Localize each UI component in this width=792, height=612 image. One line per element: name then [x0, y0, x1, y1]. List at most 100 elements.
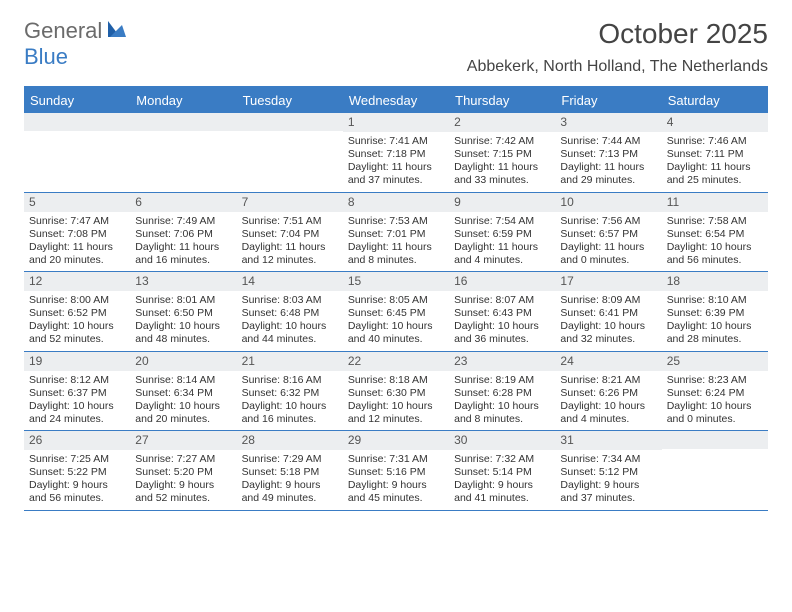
day-number: 3 — [555, 113, 661, 132]
sunrise-text: Sunrise: 8:00 AM — [29, 294, 125, 307]
day-body: Sunrise: 7:58 AMSunset: 6:54 PMDaylight:… — [662, 212, 768, 272]
day-cell: 18Sunrise: 8:10 AMSunset: 6:39 PMDayligh… — [662, 272, 768, 351]
sunset-text: Sunset: 6:50 PM — [135, 307, 231, 320]
day-body: Sunrise: 7:32 AMSunset: 5:14 PMDaylight:… — [449, 450, 555, 510]
day-cell — [237, 113, 343, 192]
sunrise-text: Sunrise: 8:21 AM — [560, 374, 656, 387]
day-body: Sunrise: 7:51 AMSunset: 7:04 PMDaylight:… — [237, 212, 343, 272]
sunset-text: Sunset: 7:06 PM — [135, 228, 231, 241]
sunset-text: Sunset: 7:08 PM — [29, 228, 125, 241]
day-number — [130, 113, 236, 131]
sunrise-text: Sunrise: 7:31 AM — [348, 453, 444, 466]
day-number: 30 — [449, 431, 555, 450]
daylight-text: Daylight: 11 hours and 8 minutes. — [348, 241, 444, 267]
day-cell: 15 Sunrise: 8:05 AMSunset: 6:45 PMDayligh… — [343, 272, 449, 351]
day-cell: 14Sunrise: 8:03 AMSunset: 6:48 PMDayligh… — [237, 272, 343, 351]
daylight-text: Daylight: 10 hours and 40 minutes. — [348, 320, 444, 346]
sunset-text: Sunset: 6:30 PM — [348, 387, 444, 400]
day-cell: 26Sunrise: 7:25 AMSunset: 5:22 PMDayligh… — [24, 431, 130, 510]
day-number: 20 — [130, 352, 236, 371]
location-subtitle: Abbekerk, North Holland, The Netherlands — [467, 58, 768, 76]
day-body: Sunrise: 8:03 AMSunset: 6:48 PMDaylight:… — [237, 291, 343, 351]
sunrise-text: Sunrise: 7:34 AM — [560, 453, 656, 466]
day-cell: 5Sunrise: 7:47 AMSunset: 7:08 PMDaylight… — [24, 193, 130, 272]
day-cell: 30Sunrise: 7:32 AMSunset: 5:14 PMDayligh… — [449, 431, 555, 510]
day-cell: 12Sunrise: 8:00 AMSunset: 6:52 PMDayligh… — [24, 272, 130, 351]
sunrise-text: Sunrise: 8:12 AM — [29, 374, 125, 387]
sunrise-text: Sunrise: 8:19 AM — [454, 374, 550, 387]
sunset-text: Sunset: 6:37 PM — [29, 387, 125, 400]
daylight-text: Daylight: 10 hours and 44 minutes. — [242, 320, 338, 346]
day-body: Sunrise: 7:25 AMSunset: 5:22 PMDaylight:… — [24, 450, 130, 510]
daylight-text: Daylight: 10 hours and 52 minutes. — [29, 320, 125, 346]
sunset-text: Sunset: 6:52 PM — [29, 307, 125, 320]
day-cell: 21Sunrise: 8:16 AMSunset: 6:32 PMDayligh… — [237, 352, 343, 431]
day-body: Sunrise: 8:19 AMSunset: 6:28 PMDaylight:… — [449, 371, 555, 431]
day-number: 19 — [24, 352, 130, 371]
day-body: Sunrise: 7:46 AMSunset: 7:11 PMDaylight:… — [662, 132, 768, 192]
day-number: 31 — [555, 431, 661, 450]
daylight-text: Daylight: 11 hours and 29 minutes. — [560, 161, 656, 187]
day-number: 21 — [237, 352, 343, 371]
day-body: Sunrise: 7:56 AMSunset: 6:57 PMDaylight:… — [555, 212, 661, 272]
day-body: Sunrise: 8:23 AMSunset: 6:24 PMDaylight:… — [662, 371, 768, 431]
sunset-text: Sunset: 7:15 PM — [454, 148, 550, 161]
sunset-text: Sunset: 6:45 PM — [348, 307, 444, 320]
sunrise-text: Sunrise: 8:01 AM — [135, 294, 231, 307]
day-cell: 11Sunrise: 7:58 AMSunset: 6:54 PMDayligh… — [662, 193, 768, 272]
day-number: 29 — [343, 431, 449, 450]
day-number: 24 — [555, 352, 661, 371]
daylight-text: Daylight: 9 hours and 41 minutes. — [454, 479, 550, 505]
sunset-text: Sunset: 7:04 PM — [242, 228, 338, 241]
sunset-text: Sunset: 6:57 PM — [560, 228, 656, 241]
day-number: 22 — [343, 352, 449, 371]
day-number — [662, 431, 768, 449]
sunrise-text: Sunrise: 7:54 AM — [454, 215, 550, 228]
sunset-text: Sunset: 5:14 PM — [454, 466, 550, 479]
sunset-text: Sunset: 5:20 PM — [135, 466, 231, 479]
day-body: Sunrise: 8:21 AMSunset: 6:26 PMDaylight:… — [555, 371, 661, 431]
day-cell: 28Sunrise: 7:29 AMSunset: 5:18 PMDayligh… — [237, 431, 343, 510]
day-body: Sunrise: 7:34 AMSunset: 5:12 PMDaylight:… — [555, 450, 661, 510]
sunset-text: Sunset: 6:54 PM — [667, 228, 763, 241]
day-body: Sunrise: 8:12 AMSunset: 6:37 PMDaylight:… — [24, 371, 130, 431]
sunrise-text: Sunrise: 8:03 AM — [242, 294, 338, 307]
day-cell: 29Sunrise: 7:31 AMSunset: 5:16 PMDayligh… — [343, 431, 449, 510]
day-body: Sunrise: 8:01 AMSunset: 6:50 PMDaylight:… — [130, 291, 236, 351]
daylight-text: Daylight: 10 hours and 12 minutes. — [348, 400, 444, 426]
sunrise-text: Sunrise: 8:23 AM — [667, 374, 763, 387]
day-number: 5 — [24, 193, 130, 212]
day-header: Monday — [130, 88, 236, 113]
daylight-text: Daylight: 11 hours and 4 minutes. — [454, 241, 550, 267]
sunrise-text: Sunrise: 7:41 AM — [348, 135, 444, 148]
sunrise-text: Sunrise: 8:05 AM — [348, 294, 444, 307]
sunset-text: Sunset: 5:16 PM — [348, 466, 444, 479]
day-cell: 25Sunrise: 8:23 AMSunset: 6:24 PMDayligh… — [662, 352, 768, 431]
sunrise-text: Sunrise: 7:27 AM — [135, 453, 231, 466]
sunrise-text: Sunrise: 7:56 AM — [560, 215, 656, 228]
sunrise-text: Sunrise: 7:25 AM — [29, 453, 125, 466]
daylight-text: Daylight: 11 hours and 25 minutes. — [667, 161, 763, 187]
day-cell: 19Sunrise: 8:12 AMSunset: 6:37 PMDayligh… — [24, 352, 130, 431]
day-number: 6 — [130, 193, 236, 212]
header: General October 2025 Abbekerk, North Hol… — [0, 0, 792, 76]
day-body: Sunrise: 7:31 AMSunset: 5:16 PMDaylight:… — [343, 450, 449, 510]
logo-sail-icon — [106, 19, 128, 44]
day-number: 16 — [449, 272, 555, 291]
sunset-text: Sunset: 6:34 PM — [135, 387, 231, 400]
sunset-text: Sunset: 7:11 PM — [667, 148, 763, 161]
week-row: 12Sunrise: 8:00 AMSunset: 6:52 PMDayligh… — [24, 272, 768, 352]
day-header: Wednesday — [343, 88, 449, 113]
day-number: 25 — [662, 352, 768, 371]
day-cell — [130, 113, 236, 192]
day-number: 13 — [130, 272, 236, 291]
sunrise-text: Sunrise: 8:09 AM — [560, 294, 656, 307]
day-number: 15 — [343, 272, 449, 291]
daylight-text: Daylight: 9 hours and 37 minutes. — [560, 479, 656, 505]
sunset-text: Sunset: 5:18 PM — [242, 466, 338, 479]
daylight-text: Daylight: 11 hours and 33 minutes. — [454, 161, 550, 187]
logo-text-blue: Blue — [24, 44, 68, 69]
day-header-row: SundayMondayTuesdayWednesdayThursdayFrid… — [24, 88, 768, 113]
day-cell: 10Sunrise: 7:56 AMSunset: 6:57 PMDayligh… — [555, 193, 661, 272]
day-number: 2 — [449, 113, 555, 132]
